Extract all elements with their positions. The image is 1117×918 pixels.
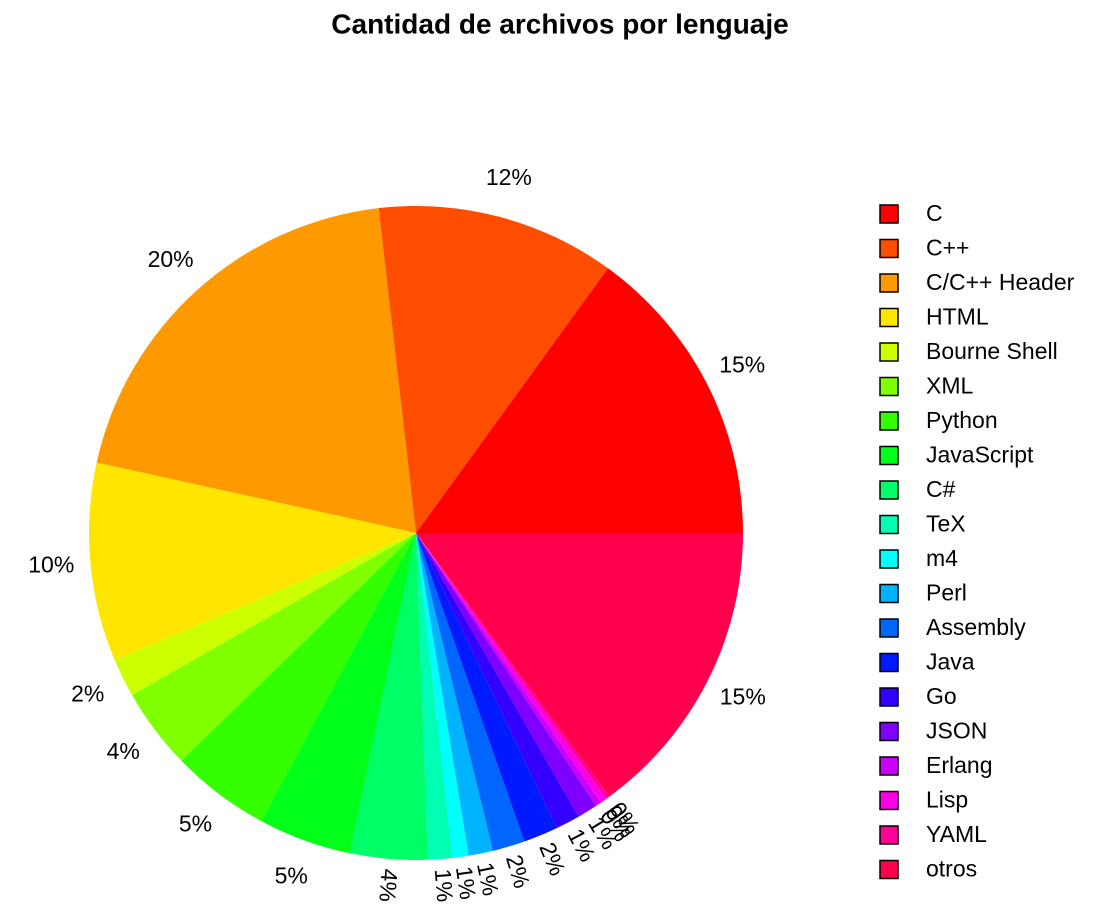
legend-label: JavaScript (926, 442, 1034, 468)
legend-swatch (879, 376, 899, 397)
legend-label: Java (926, 649, 975, 675)
legend-label: C# (926, 476, 956, 502)
legend-label: Python (926, 407, 998, 433)
legend-swatch (879, 790, 899, 811)
slice-label: 20% (148, 246, 194, 272)
pie-slice (416, 533, 525, 851)
slice-label: 1% (430, 868, 458, 903)
slice-label: 10% (28, 551, 74, 577)
slice-label: 5% (179, 810, 212, 836)
legend-swatch (879, 445, 899, 466)
slice-label: 4% (107, 738, 140, 764)
legend-swatch (879, 238, 899, 259)
legend-swatch (879, 273, 899, 293)
pie-slice (416, 533, 557, 842)
slice-label: 15% (720, 683, 766, 709)
legend-swatch (879, 583, 899, 604)
slice-label: 12% (486, 164, 532, 190)
legend-swatch (879, 756, 899, 776)
legend-swatch (879, 411, 899, 431)
legend-label: Bourne Shell (926, 338, 1058, 364)
legend-label: YAML (926, 821, 987, 847)
legend-label: XML (926, 373, 974, 399)
legend-label: Lisp (926, 787, 968, 813)
legend-swatch (879, 549, 899, 569)
legend-swatch (879, 204, 899, 224)
slice-label: 1% (451, 865, 481, 901)
legend-swatch (879, 652, 899, 673)
pie-slice (114, 533, 416, 696)
pie-slice (416, 533, 453, 860)
pie-slice (416, 533, 607, 803)
slice-label: 15% (719, 352, 765, 378)
slice-label: 1% (472, 860, 504, 898)
chart-title: Cantidad de archivos por lenguaje (331, 8, 788, 39)
legend-label: Assembly (926, 614, 1026, 640)
pie-slice (416, 533, 493, 856)
legend-swatch (879, 859, 899, 880)
legend-label: C++ (926, 235, 969, 261)
legend-label: C (926, 200, 943, 226)
pie-slice (132, 533, 416, 761)
slice-label: 2% (501, 852, 535, 891)
legend-label: Go (926, 683, 957, 709)
pie-slice (88, 462, 416, 661)
legend-swatch (879, 307, 899, 328)
slice-label: 5% (275, 862, 308, 888)
slice-label: 4% (374, 868, 403, 903)
pie-slice (416, 533, 469, 858)
legend-label: JSON (926, 718, 987, 744)
pie-slice (96, 208, 416, 533)
pie-slice (416, 533, 597, 817)
legend-label: TeX (926, 511, 966, 537)
legend-label: Erlang (926, 752, 992, 778)
pie-slice (416, 533, 743, 797)
legend-swatch (879, 618, 899, 638)
legend-label: HTML (926, 304, 989, 330)
pie-slice (261, 533, 416, 854)
legend-swatch (879, 687, 899, 707)
pie-slice (181, 533, 416, 822)
slice-label: 2% (71, 680, 104, 706)
pie-slice (416, 533, 602, 806)
legend-label: m4 (926, 545, 958, 571)
legend-label: otros (926, 856, 977, 882)
legend-label: C/C++ Header (926, 269, 1075, 295)
legend-swatch (879, 480, 899, 500)
legend-swatch (879, 721, 899, 742)
legend-swatch (879, 514, 899, 535)
pie-slice (416, 533, 610, 799)
legend-label: Perl (926, 580, 967, 606)
legend-swatch (879, 825, 899, 845)
legend-swatch (879, 342, 899, 362)
pie-slice (350, 533, 428, 860)
pie-slice (416, 268, 743, 533)
pie-slice (378, 206, 608, 534)
slice-label: 2% (534, 839, 571, 880)
pie-slice (416, 533, 579, 829)
